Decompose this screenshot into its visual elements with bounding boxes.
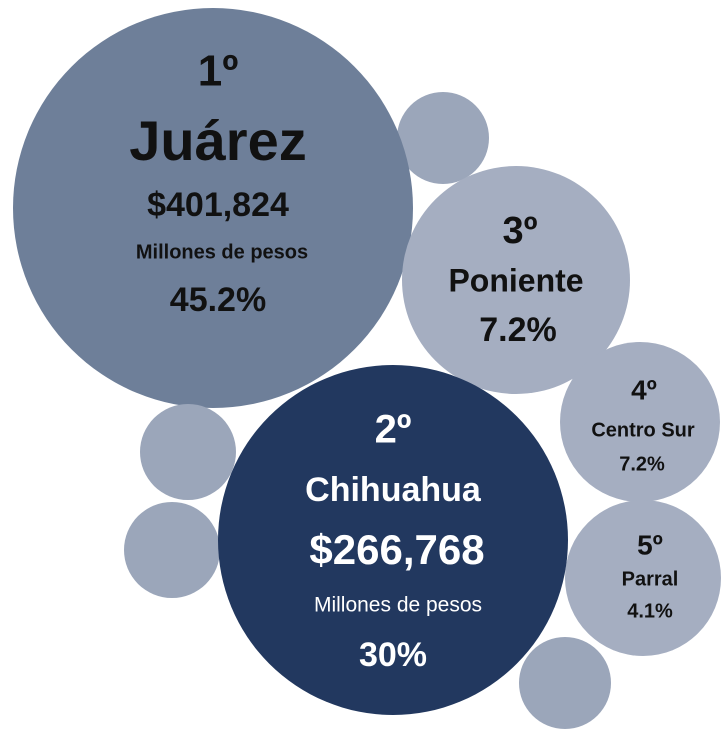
- rank: 5º: [637, 529, 663, 560]
- share: 45.2%: [170, 281, 266, 319]
- share: 7.2%: [479, 311, 557, 349]
- bubble-parral: [565, 500, 721, 656]
- share: 4.1%: [627, 600, 673, 622]
- rank: 2º: [375, 408, 412, 452]
- name: Parral: [622, 568, 679, 590]
- name: Centro Sur: [591, 419, 695, 441]
- decor-bubble: [397, 92, 489, 184]
- decor-bubble: [140, 404, 236, 500]
- bubble-juarez: [13, 8, 413, 408]
- name: Chihuahua: [305, 471, 482, 509]
- rank: 3º: [502, 210, 537, 252]
- bubble-chihuahua: [218, 365, 568, 715]
- name: Poniente: [448, 262, 583, 298]
- name: Juárez: [129, 109, 306, 172]
- rank: 1º: [198, 47, 239, 96]
- share: 30%: [359, 636, 427, 674]
- amount: $266,768: [309, 526, 484, 573]
- decor-bubble: [124, 502, 220, 598]
- bubble-poniente: [402, 166, 630, 394]
- amount: $401,824: [147, 186, 289, 224]
- share: 7.2%: [619, 453, 665, 475]
- unit: Millones de pesos: [136, 241, 308, 263]
- decor-bubble: [519, 637, 611, 729]
- rank: 4º: [631, 374, 657, 405]
- unit: Millones de pesos: [314, 594, 482, 617]
- bubble-centro-sur: [560, 342, 720, 502]
